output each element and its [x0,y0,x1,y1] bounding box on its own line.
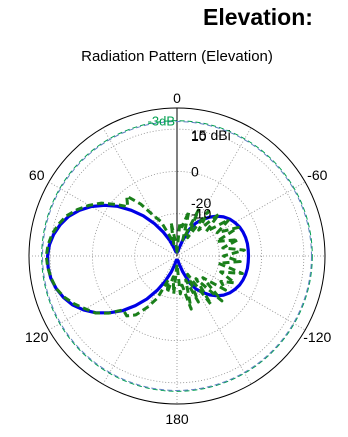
grid-ring [92,171,262,341]
page-heading: Elevation: [203,4,313,30]
angle-label: 60 [29,167,45,183]
reference-circles [41,120,313,392]
series-layer [44,194,251,318]
series-line-1 [46,203,251,315]
series-line-2 [44,194,246,318]
reference-circle [41,120,313,392]
angle-label: 120 [25,329,49,345]
radial-tick-label: 15 dBi [191,127,231,143]
polar-grid [28,107,326,405]
angle-label: -60 [307,167,327,183]
radial-tick-label: -10 [191,206,211,222]
angle-label: 180 [165,411,189,427]
reference-label: -3dB [148,114,175,129]
radial-tick-label: -20 [191,195,211,211]
radial-tick-label: 0 [191,163,199,179]
grid-spoke [102,127,252,385]
angle-label: -120 [303,329,331,345]
radial-tick-label: 10 [191,128,207,144]
chart-title: Radiation Pattern (Elevation) [81,48,273,65]
reference-circle [42,121,312,391]
angle-label: 0 [173,90,181,106]
